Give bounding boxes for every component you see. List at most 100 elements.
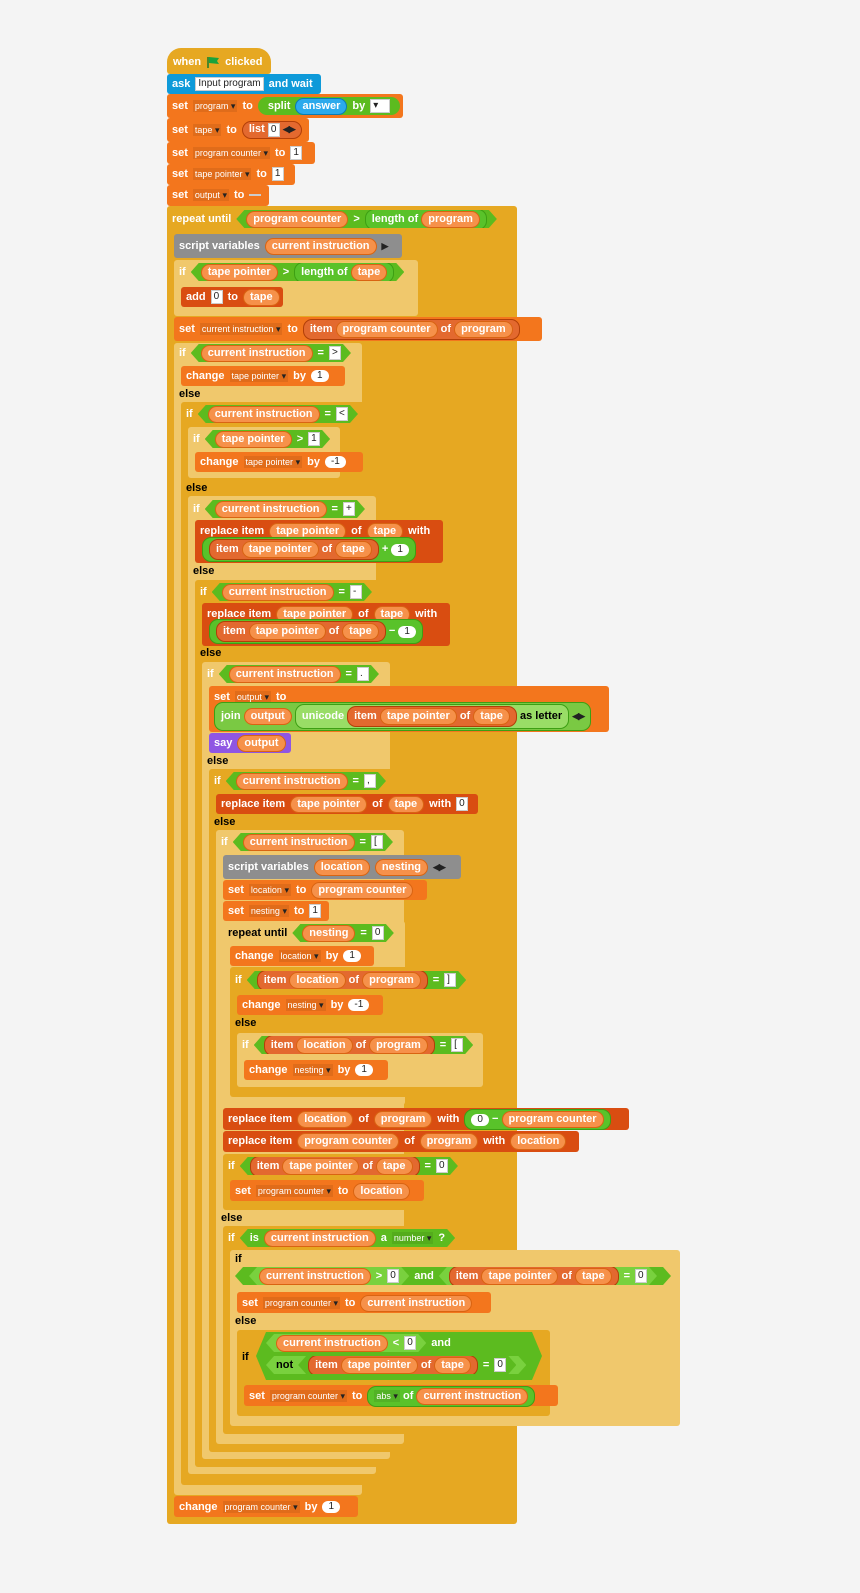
value-input[interactable]: 0 [635, 1269, 647, 1283]
value-input[interactable]: 0 [436, 1159, 448, 1173]
lt-predicate[interactable]: current instruction < 0 [266, 1334, 426, 1352]
var-dropdown[interactable]: tape pointer [192, 168, 252, 180]
tape-reporter[interactable]: tape [376, 1158, 413, 1175]
split-delimiter-dropdown[interactable]: ▾ [370, 99, 391, 113]
char-input[interactable]: - [350, 585, 362, 599]
program-reporter[interactable]: program [373, 1110, 433, 1128]
gt-predicate[interactable]: current instruction > 0 [249, 1267, 409, 1285]
minus-reporter[interactable]: item tape pointer of tape − 1 [209, 618, 423, 644]
and-predicate[interactable]: current instruction > 0 and item tape po… [235, 1267, 671, 1285]
value-input[interactable]: 0 [210, 290, 223, 304]
program-counter-reporter[interactable]: program counter [335, 320, 438, 338]
current-instruction-reporter[interactable]: current instruction [236, 773, 348, 790]
item-of-reporter[interactable]: item location of program [257, 970, 428, 991]
tape-pointer-reporter[interactable]: tape pointer [290, 795, 368, 813]
tape-reporter[interactable]: tape [366, 522, 404, 540]
var-dropdown[interactable]: program counter [255, 1185, 333, 1197]
eq-predicate[interactable]: current instruction = > [191, 344, 351, 362]
abs-of-reporter[interactable]: abs of current instruction [367, 1385, 536, 1407]
var-dropdown[interactable]: program counter [262, 1297, 340, 1309]
var-dropdown[interactable]: nesting [285, 999, 326, 1011]
value-input[interactable]: 0 [456, 797, 469, 811]
eq-predicate[interactable]: current instruction = [ [233, 833, 393, 851]
value-input[interactable]: 1 [308, 432, 320, 446]
var-dropdown[interactable]: tape pointer [243, 456, 303, 468]
value-input[interactable]: 1 [322, 1501, 340, 1513]
value-input[interactable]: 1 [355, 1064, 373, 1076]
gt-predicate[interactable]: tape pointer > 1 [205, 430, 330, 448]
value-input[interactable] [249, 194, 262, 196]
gt-predicate[interactable]: program counter > length of program [236, 210, 497, 228]
var-dropdown[interactable]: output [192, 189, 229, 201]
gt-predicate[interactable]: tape pointer > length of tape [191, 263, 405, 281]
is-a-predicate[interactable]: is current instruction a number ? [240, 1229, 455, 1247]
plus-reporter[interactable]: item tape pointer of tape + 1 [202, 536, 416, 562]
value-input[interactable]: 1 [290, 146, 303, 160]
item-of-reporter[interactable]: item tape pointer of tape [308, 1355, 478, 1376]
tape-pointer-reporter[interactable]: tape pointer [341, 1357, 418, 1374]
tape-pointer-reporter[interactable]: tape pointer [481, 1268, 558, 1285]
location-reporter[interactable]: location [289, 972, 345, 989]
current-instruction-reporter[interactable]: current instruction [276, 1335, 388, 1352]
char-input[interactable]: + [343, 502, 355, 516]
current-instruction-reporter[interactable]: current instruction [264, 1230, 376, 1247]
value-input[interactable]: -1 [348, 999, 370, 1011]
arrows-icon[interactable]: ◀▶ [572, 710, 585, 721]
item-of-reporter[interactable]: item tape pointer of tape [209, 538, 379, 560]
var-dropdown[interactable]: program counter [222, 1501, 300, 1513]
nesting-var[interactable]: nesting [374, 858, 429, 876]
char-input[interactable]: ] [444, 973, 456, 987]
not-predicate[interactable]: not item tape pointer of tape = 0 [266, 1356, 526, 1374]
eq-predicate[interactable]: current instruction = . [219, 665, 379, 683]
value-input[interactable]: 1 [391, 543, 409, 556]
eq-predicate[interactable]: item location of program = [ [254, 1036, 473, 1054]
value-input[interactable]: 1 [343, 950, 361, 962]
current-instruction-reporter[interactable]: current instruction [229, 666, 341, 683]
item-of-reporter[interactable]: item tape pointer of tape [449, 1266, 619, 1287]
tape-reporter[interactable]: tape [342, 622, 379, 640]
value-input[interactable]: 0 [372, 926, 384, 940]
program-counter-reporter[interactable]: program counter [246, 211, 348, 228]
hat-block[interactable] [167, 48, 271, 74]
var-dropdown[interactable]: current instruction [199, 323, 283, 335]
eq-predicate[interactable]: item tape pointer of tape = 0 [240, 1157, 458, 1175]
item-of-reporter[interactable]: item tape pointer of tape [347, 705, 517, 727]
nesting-reporter[interactable]: nesting [302, 925, 355, 942]
location-reporter[interactable]: location [510, 1132, 567, 1150]
current-instruction-reporter[interactable]: current instruction [215, 501, 327, 518]
var-dropdown[interactable]: output [234, 691, 271, 703]
tape-pointer-reporter[interactable]: tape pointer [215, 431, 292, 448]
value-input[interactable]: 0 [471, 1113, 489, 1126]
tape-reporter[interactable]: tape [473, 707, 510, 725]
var-dropdown[interactable]: location [278, 950, 321, 962]
ask-prompt-input[interactable]: Input program [195, 77, 264, 91]
list-item-input[interactable]: 0 [267, 123, 280, 137]
value-input[interactable]: 0 [387, 1269, 399, 1283]
length-of-reporter[interactable]: length of tape [294, 262, 394, 283]
location-var[interactable]: location [313, 858, 370, 876]
program-counter-reporter[interactable]: program counter [311, 881, 414, 899]
tape-reporter[interactable]: tape [575, 1268, 612, 1285]
location-reporter[interactable]: location [353, 1182, 410, 1200]
tape-pointer-reporter[interactable]: tape pointer [248, 622, 326, 640]
answer-reporter[interactable]: answer [295, 97, 348, 115]
tape-pointer-reporter[interactable]: tape pointer [282, 1158, 359, 1175]
var-dropdown[interactable]: tape pointer [229, 370, 289, 382]
minus-reporter[interactable]: 0 − program counter [464, 1108, 611, 1130]
length-of-reporter[interactable]: length of program [365, 209, 487, 230]
eq-predicate[interactable]: current instruction = < [198, 405, 358, 423]
item-of-reporter[interactable]: item tape pointer of tape [216, 620, 386, 642]
program-counter-reporter[interactable]: program counter [297, 1132, 400, 1150]
var-dropdown[interactable]: tape [192, 124, 222, 136]
current-instruction-reporter[interactable]: current instruction [416, 1387, 529, 1405]
char-input[interactable]: < [336, 407, 348, 421]
eq-predicate[interactable]: item tape pointer of tape = 0 [298, 1356, 516, 1374]
arrow-right-icon[interactable]: ▶ [381, 240, 389, 251]
char-input[interactable]: > [329, 346, 341, 360]
split-reporter[interactable]: split answer by ▾ [257, 97, 401, 115]
eq-predicate[interactable]: current instruction = , [226, 772, 386, 790]
current-instruction-reporter[interactable]: current instruction [222, 584, 334, 601]
program-reporter[interactable]: program [419, 1132, 479, 1150]
value-input[interactable]: 0 [404, 1336, 416, 1350]
value-input[interactable]: 1 [271, 167, 284, 181]
